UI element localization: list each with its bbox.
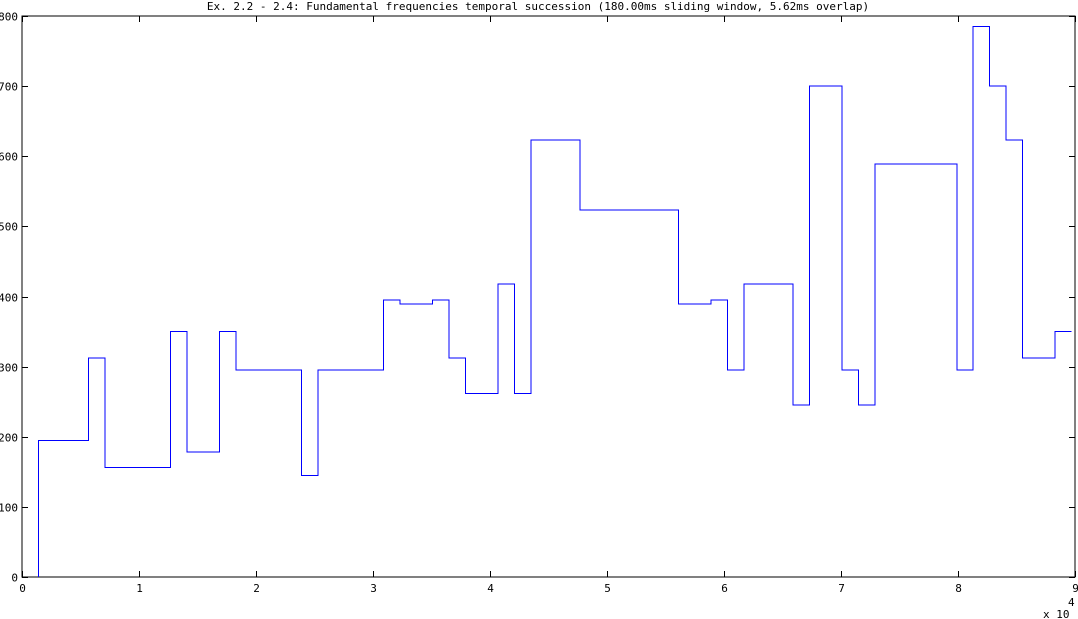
x-tick-label: 1 (136, 582, 143, 595)
y-tick-label: 0 (11, 572, 18, 585)
x-tick-label: 9 (1072, 582, 1078, 595)
x-tick-label: 6 (721, 582, 728, 595)
x-tick-label: 5 (604, 582, 611, 595)
plot-area (21, 15, 1076, 578)
x-tick-label: 0 (19, 582, 26, 595)
series-group (37, 26, 1072, 577)
y-tick-label: 100 (0, 502, 18, 515)
y-tick-label: 500 (0, 221, 18, 234)
y-tick-label: 600 (0, 151, 18, 164)
x-tick-label: 7 (838, 582, 845, 595)
y-tick-label: 700 (0, 81, 18, 94)
y-tick-label: 300 (0, 362, 18, 375)
x-tick-label: 3 (370, 582, 377, 595)
y-tick-label: 200 (0, 432, 18, 445)
axis-ticks (22, 16, 1076, 578)
x-axis-exponent-base: x 10 (1043, 608, 1070, 619)
chart-title: Ex. 2.2 - 2.4: Fundamental frequencies t… (207, 0, 869, 13)
y-tick-label: 400 (0, 292, 18, 305)
axis-tick-labels: 0 1 2 3 4 5 6 7 8 9 0 100 200 300 400 500 600 700 800 (0, 11, 1078, 596)
x-axis-exponent-power: 4 (1068, 596, 1075, 609)
x-tick-label: 4 (487, 582, 494, 595)
x-tick-label: 8 (955, 582, 962, 595)
y-tick-label: 800 (0, 11, 18, 24)
x-tick-label: 2 (253, 582, 260, 595)
series-line-0 (37, 26, 1072, 577)
